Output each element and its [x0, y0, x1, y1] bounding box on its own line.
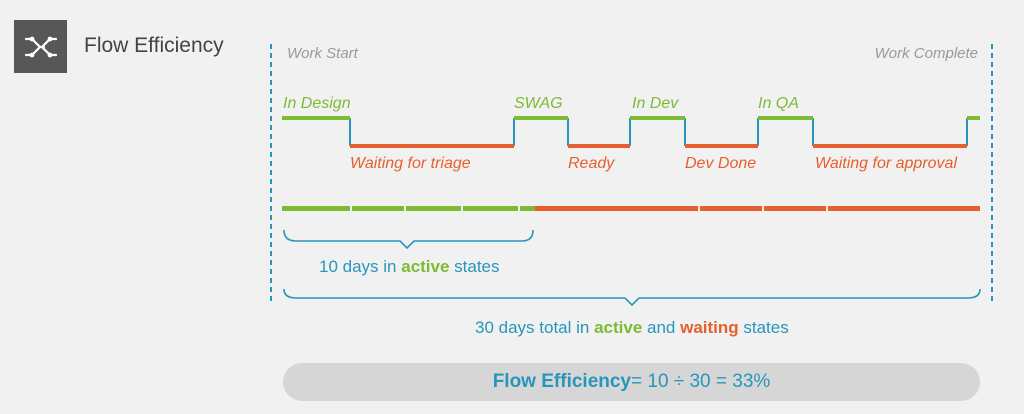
day-bar — [282, 206, 980, 211]
work-start-label: Work Start — [287, 45, 359, 62]
total-days-brace — [283, 288, 981, 307]
active-days-bar — [282, 206, 535, 211]
formula-label: Flow Efficiency — [492, 371, 631, 392]
active-days-summary: 10 days in active states — [319, 257, 500, 276]
flow-efficiency-formula: Flow Efficiency = 10 ÷ 30 = 33% — [283, 363, 980, 401]
total-days-summary: 30 days total in active and waiting stat… — [475, 318, 789, 337]
state-label-swag: SWAG — [514, 95, 563, 112]
day-dividers — [350, 206, 828, 211]
state-label-dev-done: Dev Done — [685, 155, 756, 172]
work-complete-label: Work Complete — [875, 45, 978, 62]
total-waiting-word: waiting — [680, 318, 739, 337]
state-step-line — [282, 116, 980, 148]
state-label-waiting-for-triage: Waiting for triage — [350, 155, 471, 172]
state-label-waiting-for-approval: Waiting for approval — [815, 155, 957, 172]
state-label-in-design: In Design — [283, 95, 351, 112]
flow-network-icon — [14, 20, 67, 73]
active-days-brace — [283, 229, 534, 250]
page-title: Flow Efficiency — [84, 34, 224, 57]
state-label-in-qa: In QA — [758, 95, 799, 112]
total-active-word: active — [594, 318, 643, 337]
waiting-days-bar — [535, 206, 980, 211]
active-word: active — [401, 257, 450, 276]
state-label-ready: Ready — [568, 155, 615, 172]
formula-expression: = 10 ÷ 30 = 33% — [631, 371, 771, 392]
state-label-in-dev: In Dev — [632, 95, 679, 112]
